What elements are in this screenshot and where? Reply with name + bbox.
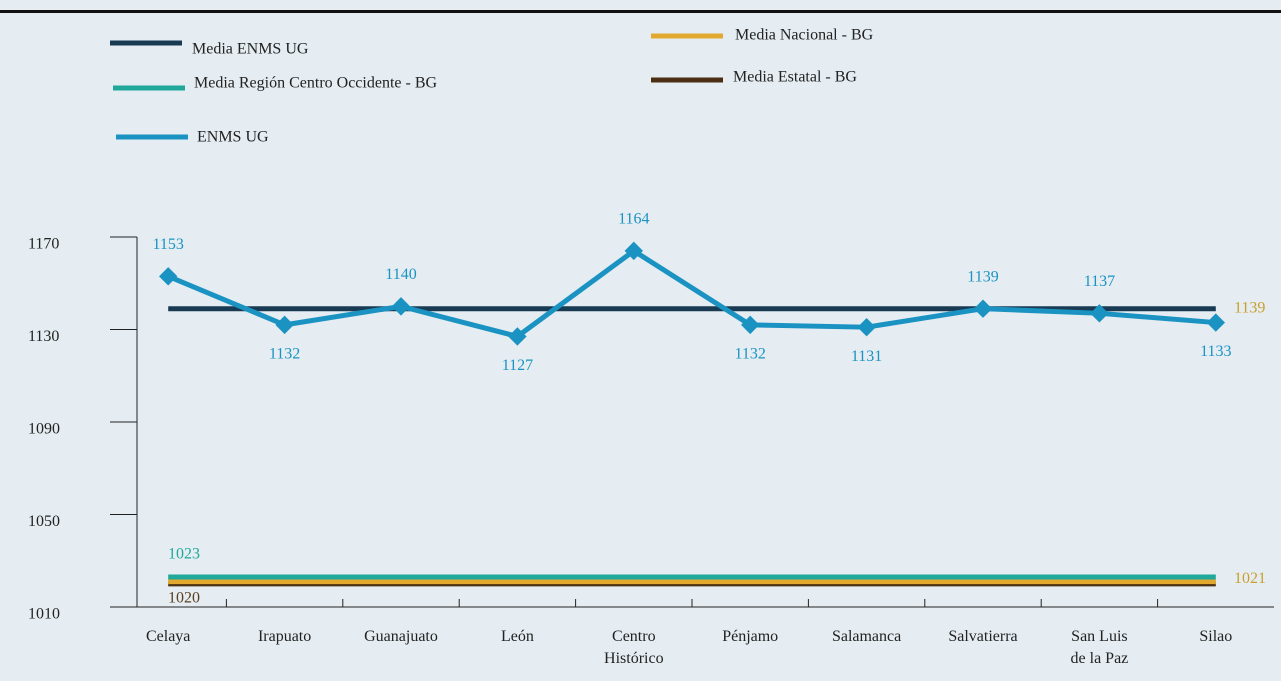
x-tick-label-line: Celaya: [146, 628, 190, 645]
x-tick-label: Centro Histórico: [604, 628, 664, 667]
marker: [1090, 304, 1109, 323]
x-tick-label-line: Salamanca: [832, 628, 901, 645]
x-tick-label-line: Histórico: [604, 650, 664, 667]
reference-label: 1020: [168, 590, 200, 607]
x-tick-label: León: [501, 628, 534, 645]
x-tick-label: Pénjamo: [722, 628, 778, 645]
marker: [741, 315, 760, 335]
x-tick-label-line: Pénjamo: [722, 628, 778, 645]
y-tick-label: 1130: [28, 328, 59, 345]
x-tick-label-line: León: [501, 628, 534, 645]
data-label: 1131: [851, 348, 882, 365]
marker: [1206, 313, 1225, 332]
y-tick-label: 1170: [28, 236, 59, 253]
x-tick-label: Celaya: [146, 628, 190, 645]
top-rule: [0, 10, 1281, 13]
legend-label: Media Nacional - BG: [735, 27, 874, 44]
data-label: 1132: [269, 346, 300, 363]
y-tick-label: 1050: [28, 513, 60, 530]
x-tick-label: Salvatierra: [948, 628, 1017, 645]
x-tick-label-line: Centro: [612, 628, 656, 645]
data-label: 1133: [1200, 343, 1231, 360]
marker: [857, 317, 876, 337]
data-label: 1164: [618, 211, 649, 228]
data-label: 1132: [734, 346, 765, 363]
reference-label: 1023: [168, 546, 200, 563]
reference-label: 1139: [1234, 299, 1265, 316]
data-label: 1140: [385, 266, 416, 283]
x-tick-label-line: Irapuato: [258, 628, 311, 645]
marker: [159, 267, 178, 286]
data-label: 1139: [967, 268, 998, 285]
legend-label: ENMS UG: [197, 129, 269, 146]
x-tick-label: Irapuato: [258, 628, 311, 645]
legend-label: Media Región Centro Occidente - BG: [194, 75, 437, 92]
x-tick-label: San Luis de la Paz: [1071, 628, 1129, 667]
series-line: [167, 248, 1216, 339]
legend-label: Media Estatal - BG: [733, 69, 857, 86]
reference-label: 1021: [1234, 570, 1266, 587]
marker: [275, 315, 294, 335]
x-tick-label: Silao: [1199, 628, 1232, 645]
x-tick-label-line: San Luis: [1071, 628, 1127, 645]
y-tick-label: 1010: [28, 606, 60, 623]
marker: [624, 241, 643, 261]
x-tick-label: Salamanca: [832, 628, 901, 645]
legend-label: Media ENMS UG: [192, 41, 309, 58]
x-tick-label: Guanajuato: [364, 628, 438, 645]
marker: [391, 297, 411, 316]
data-label: 1127: [502, 357, 533, 374]
marker: [973, 299, 993, 318]
y-tick-label: 1090: [28, 421, 60, 438]
x-tick-label-line: Guanajuato: [364, 628, 438, 645]
x-tick-label-line: de la Paz: [1071, 650, 1129, 667]
data-label: 1153: [152, 236, 183, 253]
x-tick-label-line: Silao: [1199, 628, 1232, 645]
x-tick-label-line: Salvatierra: [948, 628, 1017, 645]
data-label: 1137: [1084, 273, 1115, 290]
